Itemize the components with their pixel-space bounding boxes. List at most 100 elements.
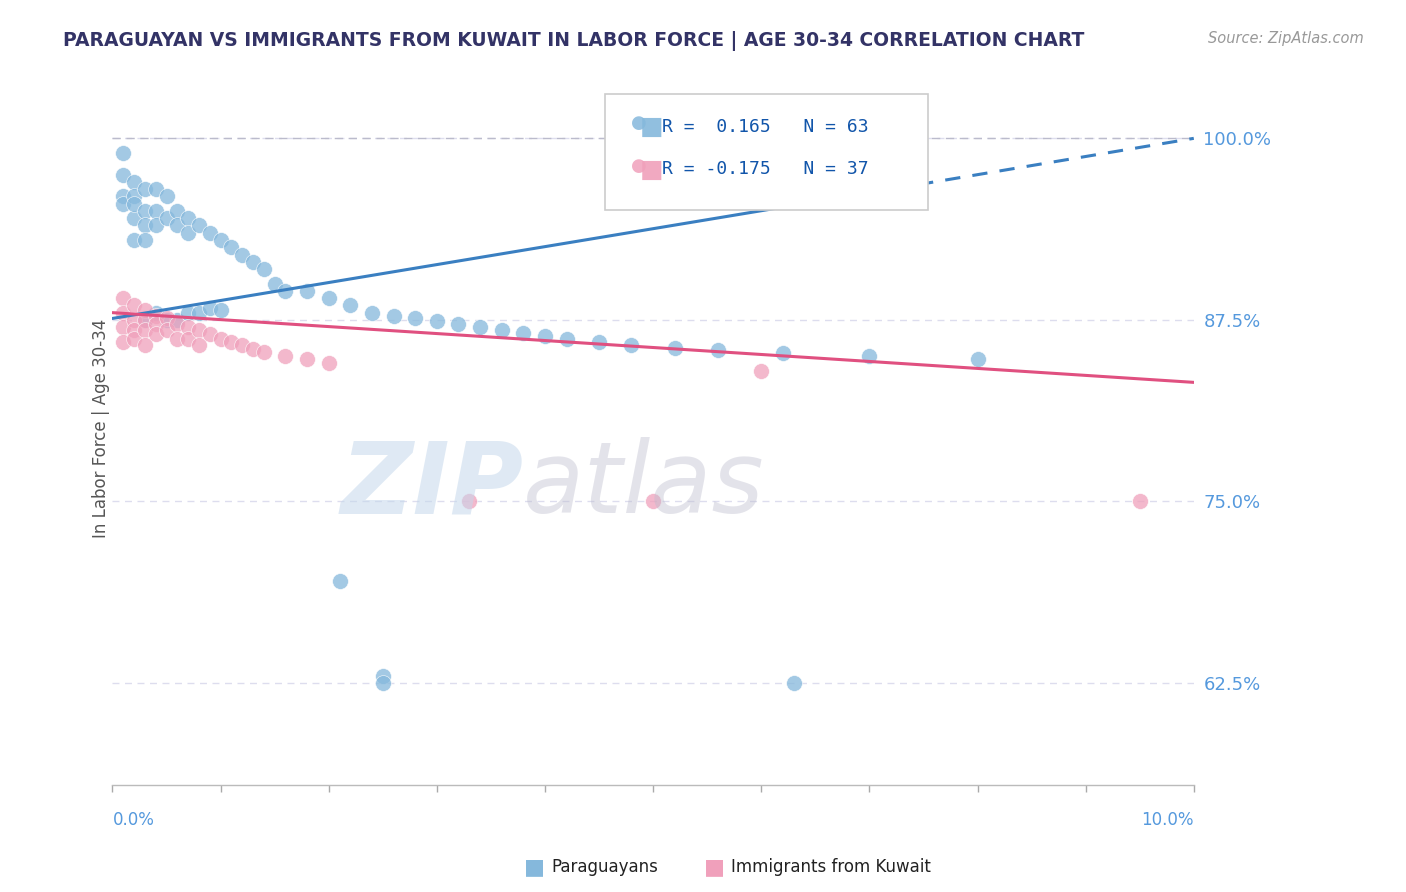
Y-axis label: In Labor Force | Age 30-34: In Labor Force | Age 30-34 [93, 319, 110, 539]
Point [198, 327, 221, 342]
Point [145, 318, 167, 332]
Point [772, 346, 794, 360]
Point [155, 323, 177, 337]
Point [221, 240, 243, 254]
Point [782, 676, 804, 690]
Point [122, 332, 145, 346]
Point [166, 318, 188, 332]
Point [166, 332, 188, 346]
Point [295, 284, 318, 298]
Text: 0.0%: 0.0% [112, 811, 155, 829]
Point [166, 313, 188, 327]
Point [620, 337, 643, 351]
Point [122, 175, 145, 189]
Point [209, 233, 232, 247]
Point [177, 211, 200, 226]
Point [371, 669, 394, 683]
Point [242, 342, 264, 356]
Point [134, 302, 156, 317]
Point [177, 305, 200, 319]
Point [295, 352, 318, 367]
Text: ZIP: ZIP [340, 437, 523, 534]
Point [458, 494, 481, 508]
Text: PARAGUAYAN VS IMMIGRANTS FROM KUWAIT IN LABOR FORCE | AGE 30-34 CORRELATION CHAR: PARAGUAYAN VS IMMIGRANTS FROM KUWAIT IN … [63, 31, 1084, 51]
Point [187, 305, 209, 319]
Text: ■: ■ [704, 857, 724, 877]
Point [707, 343, 730, 358]
Point [209, 332, 232, 346]
Point [122, 211, 145, 226]
Point [122, 313, 145, 327]
Point [187, 219, 209, 233]
Point [1129, 494, 1152, 508]
Text: Paraguayans: Paraguayans [551, 858, 658, 876]
Point [328, 574, 350, 589]
Point [112, 320, 135, 334]
Text: R = -0.175   N = 37: R = -0.175 N = 37 [662, 161, 869, 178]
Point [555, 332, 578, 346]
Point [198, 226, 221, 240]
Point [166, 219, 188, 233]
Point [198, 301, 221, 316]
Text: 10.0%: 10.0% [1142, 811, 1194, 829]
Point [145, 204, 167, 219]
Text: Source: ZipAtlas.com: Source: ZipAtlas.com [1208, 31, 1364, 46]
Text: ●: ● [631, 157, 647, 175]
Point [122, 189, 145, 203]
Point [112, 189, 135, 203]
Point [426, 314, 449, 328]
Point [242, 255, 264, 269]
Point [858, 349, 880, 363]
Point [253, 344, 276, 359]
Point [512, 326, 534, 340]
Point [155, 313, 177, 327]
Point [122, 233, 145, 247]
Text: ●: ● [631, 114, 647, 132]
Point [209, 302, 232, 317]
Point [145, 327, 167, 342]
Point [177, 226, 200, 240]
Text: ■: ■ [524, 857, 544, 877]
Point [112, 196, 135, 211]
Point [166, 204, 188, 219]
Point [491, 323, 513, 337]
Point [112, 334, 135, 349]
Point [122, 196, 145, 211]
Point [231, 247, 253, 261]
Point [318, 291, 340, 305]
Point [134, 313, 156, 327]
Point [447, 318, 470, 332]
Point [145, 219, 167, 233]
Point [371, 676, 394, 690]
Text: atlas: atlas [523, 437, 765, 534]
Text: R =  0.165   N = 63: R = 0.165 N = 63 [662, 118, 869, 136]
Point [643, 494, 665, 508]
Point [468, 320, 491, 334]
Point [155, 211, 177, 226]
Point [274, 349, 297, 363]
Point [382, 309, 405, 323]
Point [177, 332, 200, 346]
Point [534, 329, 557, 343]
Point [134, 182, 156, 196]
Point [361, 305, 384, 319]
Point [318, 356, 340, 370]
Point [588, 334, 610, 349]
Point [112, 145, 135, 160]
Point [134, 204, 156, 219]
Point [177, 320, 200, 334]
Point [112, 305, 135, 319]
Point [145, 182, 167, 196]
Point [749, 364, 772, 378]
Point [112, 291, 135, 305]
Point [231, 337, 253, 351]
Point [145, 309, 167, 323]
Point [122, 298, 145, 312]
Point [404, 311, 426, 326]
Point [187, 337, 209, 351]
Point [112, 168, 135, 182]
Point [145, 305, 167, 319]
Point [134, 233, 156, 247]
Point [263, 277, 285, 291]
Text: ■: ■ [640, 115, 664, 138]
